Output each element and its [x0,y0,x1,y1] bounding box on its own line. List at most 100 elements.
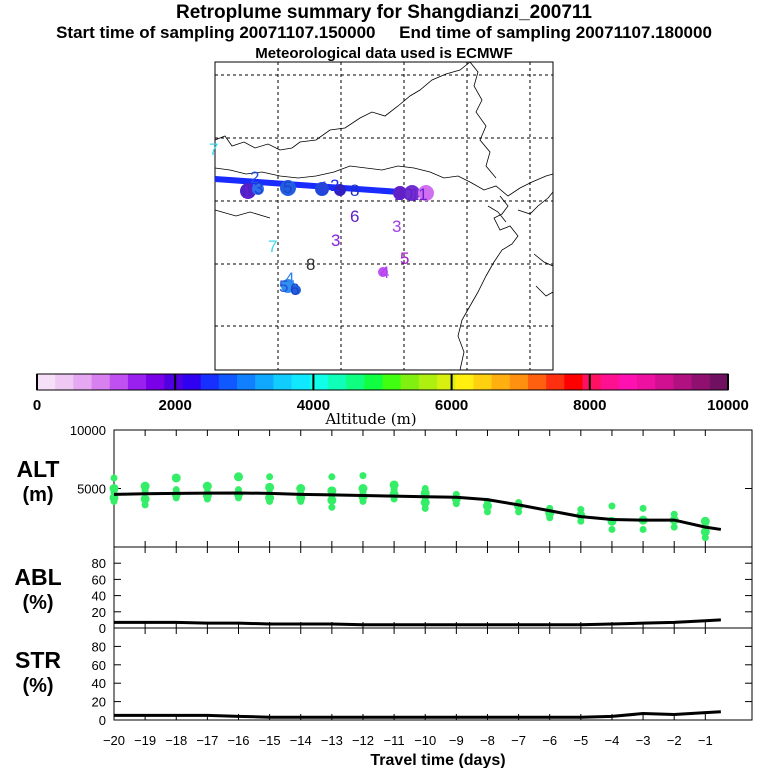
abl-ylabel-bottom: (%) [22,592,53,614]
map-label-8: 8 [306,255,315,274]
alt-scatter-point [327,486,337,496]
colorbar-swatch [291,374,311,390]
alt-scatter-point [328,473,336,481]
footprint-map: 7 1 2 3 5 4 2 8 10 11 6 3 3 7 8 5 4 4 5 … [209,61,554,371]
alt-ylabel-top: ALT [16,456,59,482]
chart-title: Retroplume summary for Shangdianzi_20071… [175,2,593,23]
x-tick-label: −6 [542,733,557,748]
alt-scatter-point [140,481,150,491]
colorbar-swatch [400,374,420,390]
alt-scatter-point [359,472,367,480]
alt-scatter-point [389,480,399,490]
y-tick-label: 80 [92,639,106,654]
str-ylabel-top: STR [15,647,61,673]
colorbar-swatch [509,374,529,390]
colorbar-swatch [455,374,474,390]
map-label-3: 3 [254,179,263,198]
x-tick-label: −18 [165,733,187,748]
x-tick-label: −14 [290,733,312,748]
alt-scatter-point [202,481,212,491]
x-tick-label: −17 [196,733,218,748]
map-number-labels: 7 1 2 3 5 4 2 8 10 11 6 3 3 7 8 5 4 4 5 … [209,140,428,299]
blob [393,186,407,200]
alt-scatter-point [109,484,119,493]
x-tick-label: −13 [321,733,343,748]
x-tick-label: −19 [134,733,156,748]
x-tick-label: −5 [573,733,588,748]
alt-scatter-point [700,516,710,526]
colorbar-tick-label: 8000 [573,397,606,414]
colorbar-swatch [273,374,293,390]
x-tick-label: −1 [698,733,713,748]
map-label-1: 1 [242,183,251,202]
alt-scatter-point [266,473,274,481]
map-label-3: 3 [392,217,401,236]
colorbar-swatch [237,374,256,390]
map-label-7: 7 [268,237,277,256]
x-tick-label: −7 [511,733,526,748]
colorbar-tick-label: 10000 [707,397,749,414]
alt-ylabel-bottom: (m) [22,484,53,506]
colorbar-tick-label: 0 [33,397,41,414]
map-label-7: 7 [209,140,218,159]
colorbar-swatch [127,374,147,390]
colorbar-swatch [327,374,347,390]
map-label-5: 5 [400,249,409,268]
colorbar-swatch [309,374,329,390]
blob [291,285,301,295]
alt-scatter-point [172,486,180,494]
colorbar-swatch [527,374,547,390]
blob [418,185,434,201]
y-tick-label: 80 [92,556,106,571]
alt-scatter-point [670,523,678,531]
alt-line [113,491,722,531]
alt-scatter-point [608,525,616,533]
colorbar-swatch [618,374,638,390]
alt-scatter-point [171,473,181,483]
alt-scatter-point [233,472,243,482]
coastlines-borders [214,61,554,371]
alt-scatter-point [670,510,678,518]
y-tick-label: 0 [99,713,106,728]
colorbar-swatch [91,374,111,390]
alt-scatter-point [421,485,429,492]
colorbar-tick-label: 2000 [159,397,192,414]
x-tick-label: −11 [384,733,405,748]
colorbar-swatch [546,374,565,390]
alt-scatter-point [265,482,275,492]
start-time-label: Start time of sampling 20071107.150000 [56,23,376,42]
colorbar-swatch [691,374,711,390]
str-ylabel-bottom: (%) [22,675,53,697]
map-label-6: 6 [290,280,299,299]
colorbar-swatch [146,374,165,390]
blob [334,184,346,196]
y-tick-label: 5000 [77,482,106,497]
map-label-4: 4 [318,178,327,197]
colorbar-swatch [37,374,56,390]
map-frame [214,61,554,371]
abl-line [114,618,721,627]
abl-panel-frame [113,546,753,629]
alt-scatter-point [639,504,647,512]
colorbar-swatch [418,374,438,390]
end-time-label: End time of sampling 20071107.180000 [399,23,712,42]
map-label-6: 6 [350,207,359,226]
colorbar-swatch [73,374,93,390]
x-axis-label: Travel time (days) [370,752,505,768]
y-tick-label: 60 [92,572,106,587]
travel-time-axis: −20 −19 −18 −17 −16 −15 −14 −13 −12 −11 −10 −9 −8 −7 −… [103,430,713,748]
blob [378,267,388,277]
colorbar-swatch [437,374,456,390]
colorbar-swatch [600,374,620,390]
x-tick-label: −12 [352,733,374,748]
colorbar-swatch [473,374,493,390]
x-tick-label: −10 [414,733,436,748]
alt-scatter-point [700,527,710,537]
alt-y-axis: 5000 10000 [70,423,752,497]
colorbar-swatch [164,374,183,390]
str-panel-frame [113,627,753,721]
map-label-11: 11 [410,185,428,204]
map-label-5: 5 [279,277,288,296]
blob [252,183,264,195]
